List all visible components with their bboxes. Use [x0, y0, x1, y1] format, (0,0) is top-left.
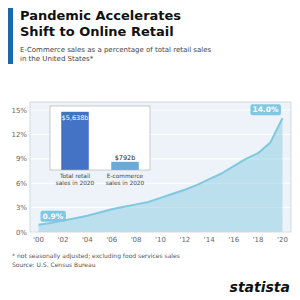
text-line: Total retail [59, 173, 91, 179]
annotation-text: 0.9% [43, 212, 64, 221]
y-tick-label: 12% [11, 131, 27, 139]
plot-background [30, 102, 291, 232]
y-tick-label: 3% [16, 204, 27, 212]
plot-frame [30, 102, 291, 232]
x-tick-label: '10 [155, 236, 166, 244]
data-label: $5,638b [62, 114, 89, 122]
x-tick-label: '08 [131, 236, 142, 244]
footnote: * not seasonally adjusted; excluding foo… [12, 252, 180, 260]
annotation-text: 14.0% [252, 105, 279, 114]
text-line: Pandemic Accelerates [20, 8, 181, 23]
x-tick-label: '18 [253, 236, 264, 244]
y-tick-label: 9% [16, 155, 27, 163]
annotation-box [41, 211, 66, 222]
x-tick-label: '02 [58, 236, 69, 244]
y-tick-label: 6% [16, 180, 27, 188]
accent-bar [8, 8, 13, 64]
text-line: E-Commerce sales as a percentage of tota… [20, 46, 212, 54]
inset-bars [61, 112, 139, 170]
inset-frame [50, 106, 150, 170]
text-line: sales in 2020 [106, 180, 145, 186]
background [0, 0, 300, 300]
inset-labels: $5,638bTotal retailsales in 2020$792bE-c… [56, 114, 145, 186]
category-label: Total retailsales in 2020 [56, 173, 95, 186]
x-tick-label: '12 [179, 236, 190, 244]
title: Pandemic AcceleratesShift to Online Reta… [20, 8, 181, 39]
data-label: $792b [115, 154, 136, 162]
x-tick-label: '00 [33, 236, 44, 244]
footnote: Source: U.S. Census Bureau [12, 261, 96, 268]
chart: Pandemic AcceleratesShift to Online Reta… [0, 0, 300, 300]
x-tick-label: '20 [277, 236, 288, 244]
x-tick-label: '06 [106, 236, 117, 244]
x-tick-label: '04 [82, 236, 93, 244]
x-tick-label: '14 [204, 236, 215, 244]
inset-background [50, 106, 150, 170]
annotation-box [250, 104, 281, 115]
text-line: sales in 2020 [56, 180, 95, 186]
subtitle: E-Commerce sales as a percentage of tota… [20, 46, 212, 63]
y-tick-label: 15% [11, 107, 27, 115]
annotation: 0.9% [41, 211, 66, 222]
credit: statista [230, 279, 290, 295]
text-line: E-commerce [107, 173, 144, 179]
text-line: Shift to Online Retail [20, 24, 174, 39]
bar [111, 162, 139, 170]
x-tick-label: '16 [228, 236, 239, 244]
bar [61, 112, 89, 170]
text-line: in the United States* [20, 55, 94, 63]
category-label: E-commercesales in 2020 [106, 173, 145, 186]
annotation: 14.0% [250, 104, 281, 115]
y-tick-label: 0% [16, 229, 27, 237]
